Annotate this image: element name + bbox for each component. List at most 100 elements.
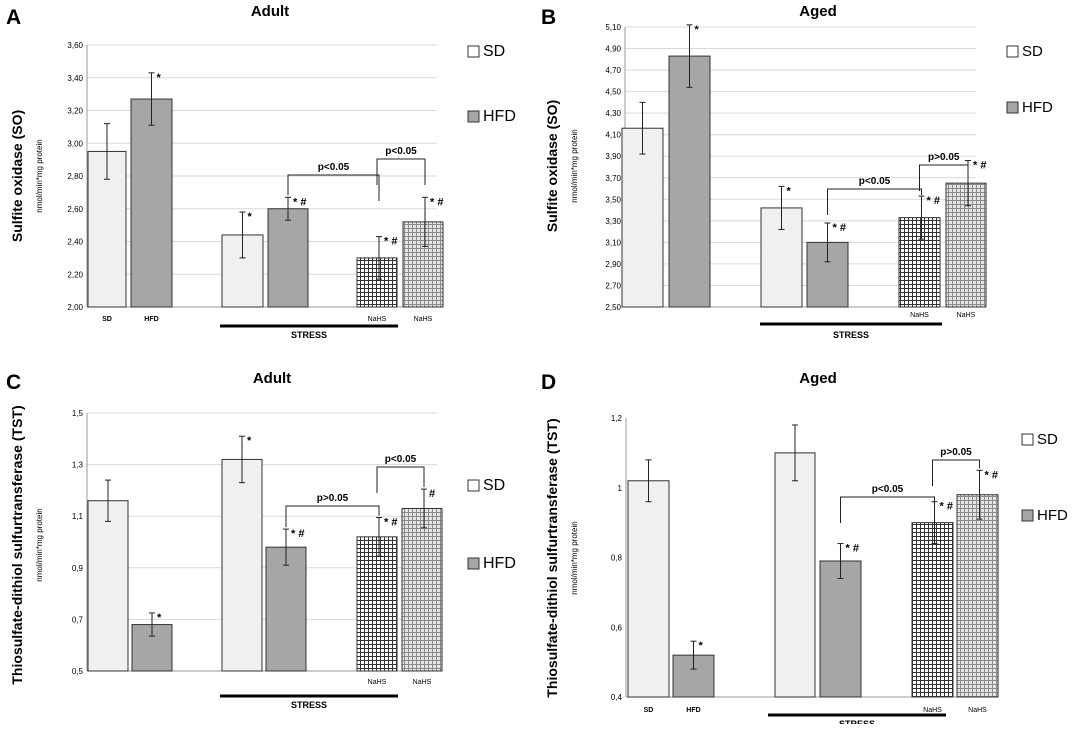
significance-mark: * # [927, 195, 940, 207]
x-tick-label: NaHS [368, 679, 387, 686]
legend-swatch [1006, 101, 1019, 114]
x-tick-label: NaHS [957, 312, 976, 319]
y-tick-label: 4,10 [605, 131, 621, 140]
significance-mark: * # [846, 543, 859, 555]
legend-label: SD [483, 477, 505, 494]
panel-c: C Adult Thiosulfate-dithiol sulfurtransfer… [6, 370, 516, 710]
bar [911, 522, 954, 698]
panel-letter: A [6, 6, 21, 29]
bar [356, 257, 398, 308]
y-tick-label: 0,4 [611, 693, 623, 702]
y-tick-label: 1,1 [72, 512, 84, 521]
bar [668, 55, 711, 308]
bar [898, 217, 941, 308]
legend-swatch [467, 110, 480, 123]
stress-group-label: STRESS [839, 719, 875, 724]
x-tick-label: SD [644, 707, 654, 714]
significance-mark: * [787, 185, 792, 197]
legend-swatch [1006, 45, 1019, 58]
y-tick-label: 2,20 [67, 270, 83, 279]
bar [130, 98, 173, 308]
bar [356, 536, 398, 672]
x-tick-label: NaHS [910, 312, 929, 319]
bar [402, 221, 444, 308]
p-value-label: p<0.05 [385, 454, 417, 465]
panel-letter: C [6, 371, 21, 394]
significance-mark: * # [384, 516, 397, 528]
legend-label: SD [1037, 431, 1058, 448]
legend-swatch [1021, 509, 1034, 522]
y-axis-unit: nmol/min*mg protein [35, 139, 44, 212]
p-value-label: p>0.05 [940, 447, 972, 458]
p-value-label: p<0.05 [859, 176, 891, 187]
stress-group-label: STRESS [291, 330, 327, 340]
panel-d: D Aged Thiosulfate-dithiol sulfurtransfera… [541, 370, 1068, 729]
chart-title: Aged [799, 3, 837, 20]
y-tick-label: 2,70 [605, 281, 621, 290]
y-tick-label: 3,10 [605, 238, 621, 247]
y-tick-label: 0,9 [72, 564, 84, 573]
y-tick-label: 0,8 [611, 554, 623, 563]
comparison-bracket [376, 466, 425, 493]
bar [774, 452, 816, 698]
bar [956, 494, 999, 698]
legend-swatch [467, 479, 480, 492]
comparison-bracket [840, 496, 935, 523]
panel-letter: B [541, 6, 556, 29]
stress-group-label: STRESS [291, 700, 327, 710]
y-axis-unit: nmol/min*mg protein [570, 521, 579, 594]
p-value-label: p<0.05 [318, 162, 350, 173]
y-tick-label: 3,00 [67, 139, 83, 148]
y-tick-label: 1,2 [611, 414, 623, 423]
y-tick-label: 2,00 [67, 303, 83, 312]
x-tick-label: NaHS [368, 316, 387, 323]
chart-title: Adult [251, 3, 289, 20]
bar [401, 507, 443, 672]
y-tick-label: 4,90 [605, 45, 621, 54]
panel-a: A Adult Sulfite oxidase (SO) nmol/min*mg pr… [6, 3, 516, 340]
x-tick-label: HFD [686, 707, 700, 714]
panel-letter: D [541, 371, 556, 394]
x-tick-label: NaHS [923, 707, 942, 714]
y-axis-label: Thiosulfate-dithiol sulfurtransferase (T… [544, 418, 560, 697]
y-tick-label: 3,60 [67, 41, 83, 50]
y-axis-label: Sulfite oxidase (SO) [544, 100, 560, 232]
significance-mark: * [157, 72, 162, 84]
significance-mark: * # [384, 236, 397, 248]
significance-mark: * # [291, 528, 304, 540]
p-value-label: p>0.05 [928, 152, 960, 163]
y-tick-label: 2,80 [67, 172, 83, 181]
comparison-bracket [376, 158, 426, 185]
y-tick-label: 3,30 [605, 217, 621, 226]
chart-title: Adult [253, 370, 291, 387]
significance-mark: * # [833, 222, 846, 234]
significance-mark: * # [293, 196, 306, 208]
x-tick-label: NaHS [968, 707, 987, 714]
y-tick-label: 3,50 [605, 195, 621, 204]
significance-mark: # [429, 488, 435, 500]
y-tick-label: 3,20 [67, 107, 83, 116]
y-tick-label: 4,50 [605, 88, 621, 97]
significance-mark: * # [985, 469, 998, 481]
stress-group-label: STRESS [833, 330, 869, 340]
y-tick-label: 4,70 [605, 66, 621, 75]
p-value-label: p<0.05 [385, 146, 417, 157]
x-tick-label: NaHS [414, 316, 433, 323]
legend-label: SD [483, 43, 505, 60]
bar [945, 182, 987, 308]
comparison-bracket [287, 174, 380, 201]
significance-mark: * [247, 435, 252, 447]
legend-label: HFD [1022, 99, 1053, 116]
y-tick-label: 4,30 [605, 109, 621, 118]
bar [267, 208, 309, 308]
y-axis-label: Thiosulfate-dithiol sulfurtransferase (T… [9, 405, 25, 684]
y-tick-label: 0,7 [72, 615, 84, 624]
y-tick-label: 1 [618, 484, 623, 493]
legend-swatch [1021, 433, 1034, 446]
y-tick-label: 2,50 [605, 303, 621, 312]
significance-mark: * # [973, 160, 986, 172]
y-axis-label: Sulfite oxidase (SO) [9, 110, 25, 242]
significance-mark: * # [430, 196, 443, 208]
